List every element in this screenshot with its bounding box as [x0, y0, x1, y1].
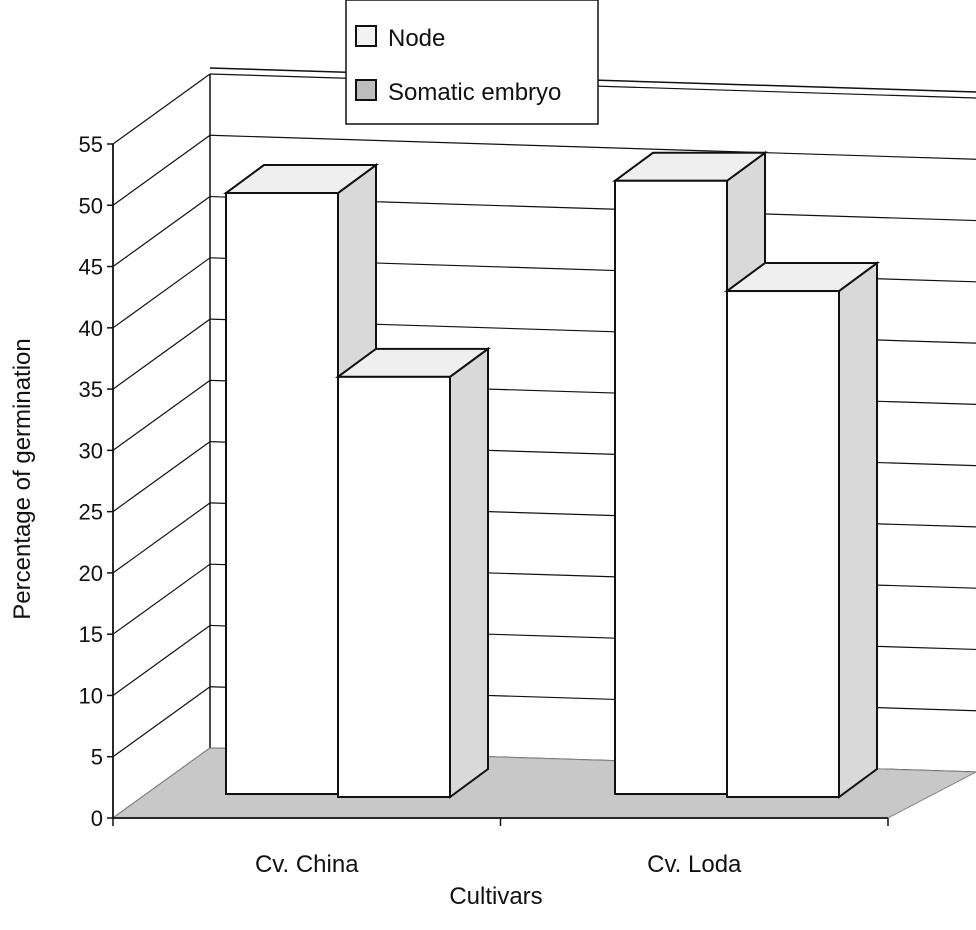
- legend-box: [345, 0, 599, 125]
- y-tick-label: 50: [79, 193, 103, 218]
- y-tick-label: 20: [79, 561, 103, 586]
- x-tick-label: Cv. China: [255, 851, 359, 878]
- y-tick-label: 40: [79, 316, 103, 341]
- legend-item-somatic-embryo: Somatic embryo: [355, 79, 561, 106]
- legend: Node Somatic embryo: [345, 0, 599, 125]
- y-axis: 0 5 10 15 20 25 30 35 40 45 50 55: [79, 132, 114, 831]
- bar-front: [337, 375, 451, 798]
- gridline-diagonal: [112, 379, 211, 451]
- legend-swatch-node: [355, 25, 377, 47]
- gridline-diagonal: [112, 257, 211, 329]
- y-tick-label: 5: [91, 745, 103, 770]
- gridline-diagonal: [112, 563, 211, 635]
- gridline-diagonal: [112, 686, 211, 758]
- y-tick-label: 10: [79, 683, 103, 708]
- bars: [222, 150, 881, 799]
- legend-swatch-somatic-embryo: [355, 79, 377, 101]
- bar-front: [726, 290, 840, 798]
- gridline: [209, 134, 976, 160]
- y-tick-label: 30: [79, 438, 103, 463]
- bar-front: [614, 179, 728, 796]
- y-tick-label: 45: [79, 255, 103, 280]
- gridline-diagonal: [112, 624, 211, 696]
- x-axis: Cv. China Cv. Loda: [112, 817, 889, 878]
- gridline-diagonal: [112, 73, 211, 145]
- gridline-diagonal: [112, 318, 211, 390]
- legend-item-node: Node: [355, 25, 445, 52]
- y-tick-label: 0: [91, 806, 103, 831]
- gridline-diagonal: [112, 134, 211, 206]
- legend-label-somatic-embryo: Somatic embryo: [388, 79, 561, 106]
- y-tick-label: 55: [79, 132, 103, 157]
- y-tick-label: 15: [79, 622, 103, 647]
- bar-side: [449, 346, 489, 799]
- x-axis-title: Cultivars: [449, 883, 542, 910]
- y-tick-label: 25: [79, 500, 103, 525]
- gridline-diagonal: [112, 196, 211, 268]
- legend-label-node: Node: [388, 25, 445, 52]
- bar-side: [838, 261, 878, 799]
- bar-somatic-embryo-cv-china: [334, 346, 492, 799]
- bar-front: [225, 192, 339, 795]
- y-axis-title: Percentage of germination: [9, 338, 36, 620]
- y-tick-label: 35: [79, 377, 103, 402]
- gridline-diagonal: [112, 502, 211, 574]
- x-tick-label: Cv. Loda: [647, 851, 742, 878]
- gridline-diagonal: [112, 441, 211, 513]
- bar-somatic-embryo-cv-loda: [723, 261, 881, 799]
